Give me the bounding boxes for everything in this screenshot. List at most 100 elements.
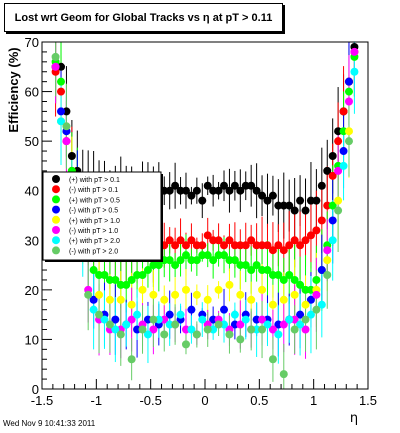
data-point: [334, 137, 343, 146]
y-tick-label: 70: [25, 35, 39, 50]
data-point: [285, 270, 294, 279]
data-point: [263, 320, 272, 329]
data-point: [268, 246, 277, 255]
x-axis-label: η: [350, 411, 358, 426]
data-point: [247, 325, 256, 334]
data-point: [133, 310, 142, 319]
data-point: [209, 256, 218, 265]
data-point: [290, 236, 299, 245]
data-point: [344, 127, 353, 136]
data-point: [154, 261, 163, 270]
data-point: [279, 295, 288, 304]
data-point: [323, 270, 332, 279]
data-point: [149, 325, 158, 334]
data-point: [350, 67, 359, 76]
data-point: [230, 256, 239, 265]
data-point: [203, 231, 212, 240]
data-point: [241, 261, 250, 270]
y-tick-label: 30: [25, 233, 39, 248]
data-point: [301, 300, 310, 309]
data-point: [334, 206, 343, 215]
legend-box: [42, 171, 162, 261]
data-point: [138, 270, 147, 279]
data-point: [285, 201, 294, 210]
data-point: [57, 117, 66, 126]
data-point: [165, 186, 174, 195]
data-point: [339, 161, 348, 170]
data-point: [176, 256, 185, 265]
data-point: [225, 280, 234, 289]
data-point: [296, 196, 305, 205]
data-point: [258, 191, 267, 200]
y-axis-label: Efficiency (%): [6, 47, 21, 132]
data-point: [328, 236, 337, 245]
x-tick-label: -0.5: [139, 393, 161, 408]
data-point: [274, 330, 283, 339]
data-point: [143, 266, 152, 275]
data-point: [230, 181, 239, 190]
legend-marker: [52, 205, 60, 214]
data-point: [51, 52, 60, 61]
data-point: [171, 181, 180, 190]
y-tick-label: 40: [25, 184, 39, 199]
data-point: [296, 320, 305, 329]
data-point: [214, 236, 223, 245]
data-point: [89, 266, 98, 275]
x-tick-label: 0: [201, 393, 208, 408]
data-point: [306, 295, 315, 304]
data-point: [312, 196, 321, 205]
data-point: [323, 166, 332, 175]
data-point: [263, 241, 272, 250]
legend-marker: [52, 195, 60, 204]
data-point: [301, 236, 310, 245]
data-point: [274, 241, 283, 250]
data-point: [258, 285, 267, 294]
data-point: [214, 186, 223, 195]
legend-label: (+) with pT > 2.0: [69, 238, 120, 245]
data-point: [62, 137, 71, 146]
data-point: [127, 315, 136, 324]
data-point: [192, 256, 201, 265]
data-point: [116, 330, 125, 339]
data-point: [241, 241, 250, 250]
data-point: [181, 186, 190, 195]
data-point: [57, 107, 66, 116]
data-point: [317, 216, 326, 225]
legend-label: (-) with pT > 0.5: [69, 208, 118, 215]
data-point: [95, 310, 104, 319]
data-point: [51, 62, 60, 71]
data-point: [198, 241, 207, 250]
data-point: [187, 305, 196, 314]
data-point: [62, 122, 71, 131]
data-point: [160, 295, 169, 304]
data-point: [181, 285, 190, 294]
y-tick-label: 50: [25, 134, 39, 149]
data-point: [339, 107, 348, 116]
data-point: [279, 370, 288, 379]
data-point: [258, 315, 267, 324]
data-point: [116, 295, 125, 304]
data-point: [89, 305, 98, 314]
data-point: [274, 270, 283, 279]
data-point: [334, 196, 343, 205]
data-point: [143, 330, 152, 339]
data-point: [225, 236, 234, 245]
legend-marker: [52, 246, 60, 255]
legend-marker: [52, 215, 60, 224]
data-point: [317, 181, 326, 190]
data-point: [111, 315, 120, 324]
data-point: [290, 275, 299, 284]
data-point: [187, 236, 196, 245]
data-point: [263, 196, 272, 205]
data-point: [279, 320, 288, 329]
data-point: [165, 310, 174, 319]
data-point: [323, 246, 332, 255]
data-point: [84, 290, 93, 299]
legend-marker: [52, 236, 60, 245]
data-point: [247, 236, 256, 245]
data-point: [312, 290, 321, 299]
legend-label: (-) with pT > 1.0: [69, 228, 118, 235]
data-point: [290, 325, 299, 334]
data-point: [149, 315, 158, 324]
